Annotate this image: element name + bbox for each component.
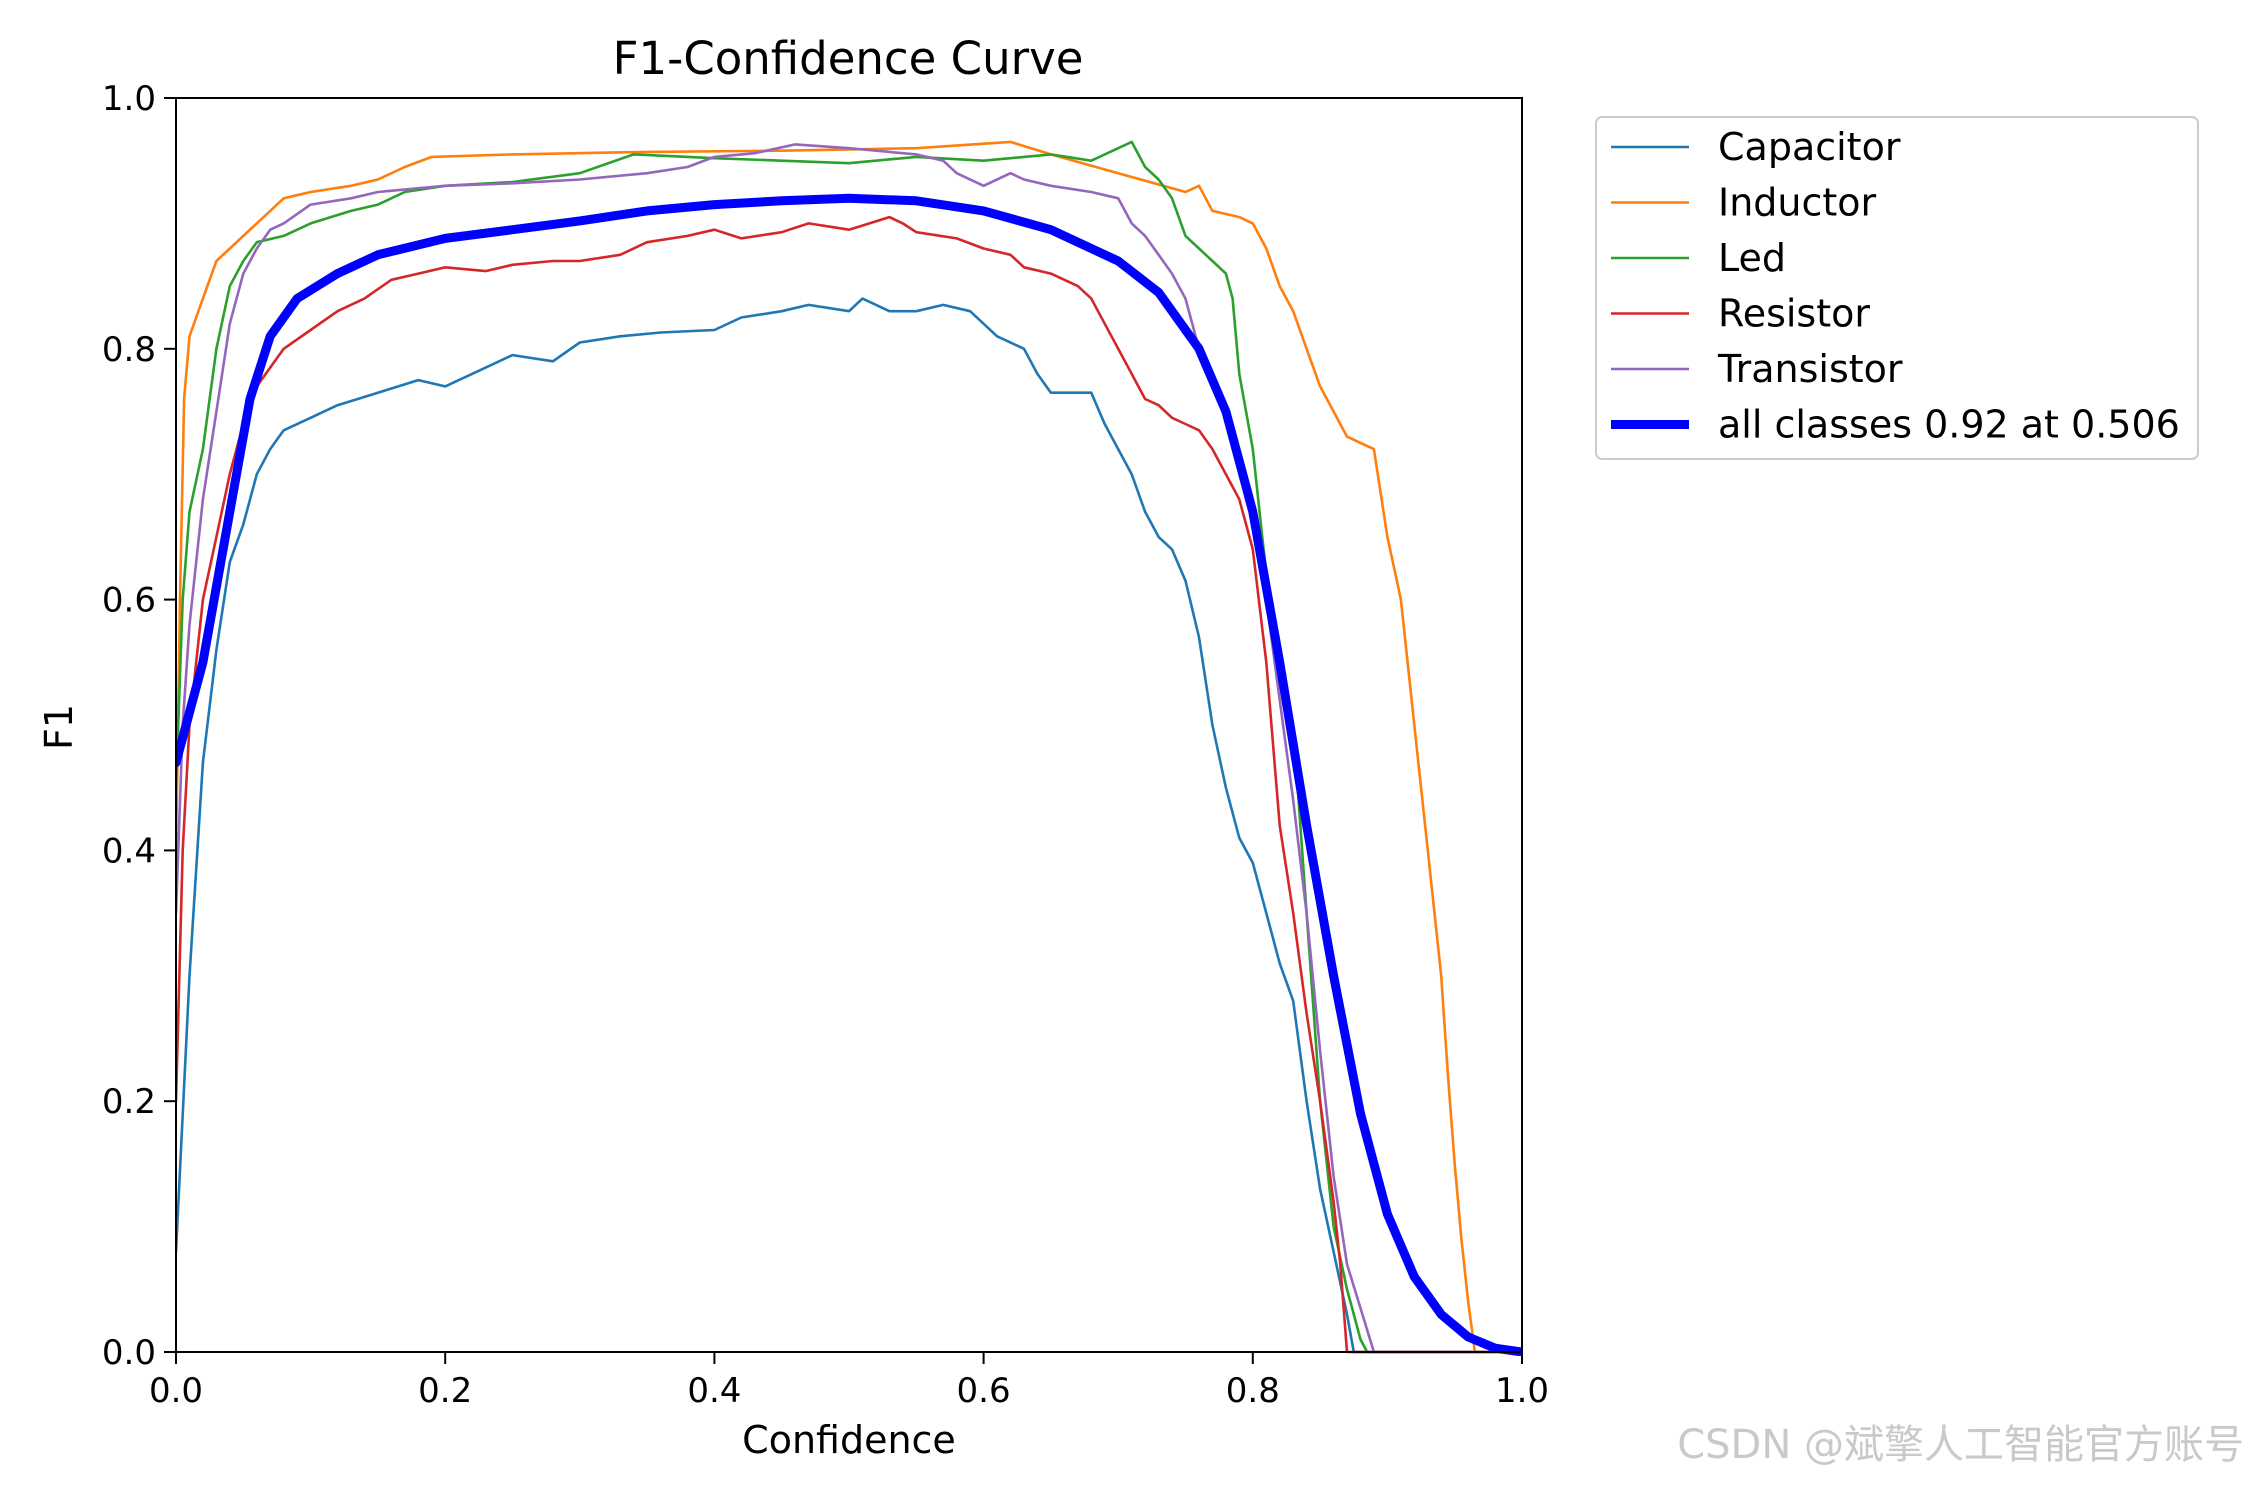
- plot-area-frame: [175, 97, 1523, 1353]
- legend-label-resistor: Resistor: [1718, 292, 1870, 336]
- x-tick-label: 0.6: [957, 1371, 1011, 1411]
- x-tick-label: 0.2: [418, 1371, 472, 1411]
- series-line-capacitor: [176, 297, 1522, 1354]
- x-tick-label: 0.4: [687, 1371, 741, 1411]
- legend-entries: Capacitor Inductor Led Resistor Transistor al…: [1611, 125, 2180, 447]
- legend: Capacitor Inductor Led Resistor Transistor al…: [1595, 116, 2199, 460]
- legend-label-capacitor: Capacitor: [1718, 125, 1901, 169]
- ticks-layer: 0.0 0.2 0.4 0.6 0.8 1.0 0.0 0.2 0.4 0.6 0.8 1.0: [102, 79, 1549, 1411]
- y-tick-label: 1.0: [102, 79, 156, 119]
- y-tick-label: 0.2: [102, 1082, 156, 1122]
- y-tick-label: 0.0: [102, 1333, 156, 1373]
- legend-frame: [1595, 116, 2199, 460]
- x-axis-label: Confidence: [742, 1418, 956, 1462]
- legend-label-inductor: Inductor: [1718, 181, 1877, 225]
- x-tick-label: 0.8: [1226, 1371, 1280, 1411]
- y-tick-label: 0.4: [102, 831, 156, 871]
- x-tick-label: 0.0: [149, 1371, 203, 1411]
- series-line-all: [176, 193, 1522, 1356]
- x-tick-label: 1.0: [1495, 1371, 1549, 1411]
- series-line-resistor: [176, 215, 1522, 1354]
- y-tick-label: 0.6: [102, 581, 156, 621]
- y-axis-label: F1: [37, 704, 81, 750]
- series-line-inductor: [176, 140, 1522, 1354]
- series-layer: [176, 140, 1522, 1356]
- legend-label-all: all classes 0.92 at 0.506: [1718, 403, 2180, 447]
- series-line-transistor: [176, 143, 1522, 1354]
- legend-label-led: Led: [1718, 236, 1786, 280]
- chart-title: F1-Confidence Curve: [613, 32, 1084, 85]
- y-tick-label: 0.8: [102, 330, 156, 370]
- legend-label-transistor: Transistor: [1717, 347, 1903, 391]
- csdn-watermark: CSDN @斌擎人工智能官方账号: [1677, 1422, 2244, 1468]
